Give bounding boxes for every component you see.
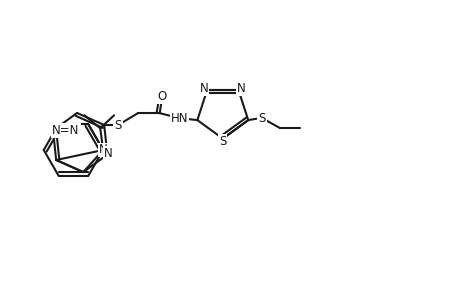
Text: S: S (258, 112, 265, 124)
Text: O: O (157, 90, 166, 103)
Text: N: N (236, 82, 246, 95)
Text: S: S (114, 118, 122, 132)
Text: N: N (99, 143, 107, 157)
Text: N: N (104, 147, 112, 160)
Text: S: S (218, 135, 226, 148)
Text: N=N: N=N (52, 124, 79, 137)
Text: N: N (199, 82, 208, 95)
Text: HN: HN (170, 112, 188, 124)
